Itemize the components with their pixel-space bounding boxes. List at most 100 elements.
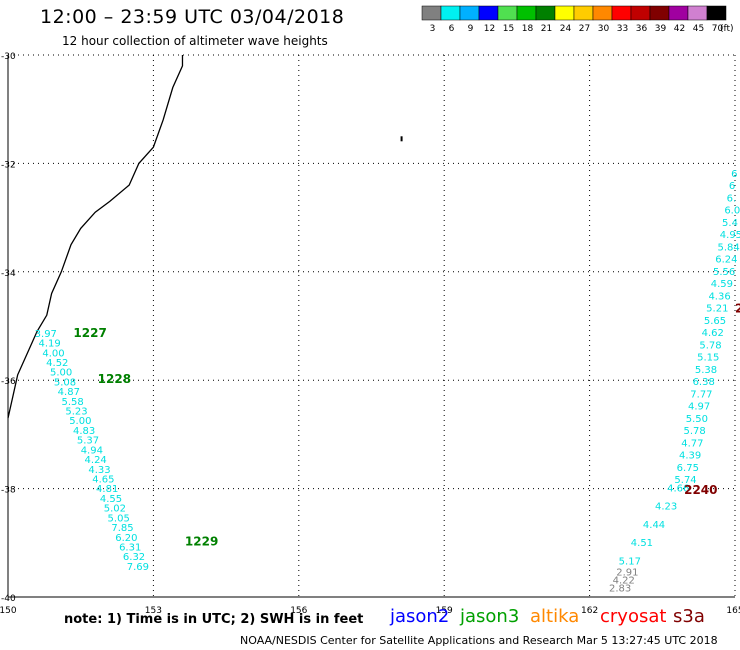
wave-height-value: 4.87	[58, 387, 80, 398]
lon-tick-label: 162	[581, 606, 598, 616]
coastline	[7, 55, 403, 419]
colorbar-swatch	[497, 5, 518, 21]
colorbar-tick-label: 15	[503, 24, 514, 34]
colorbar-swatch	[459, 5, 480, 21]
lat-tick-label: -40	[1, 594, 16, 604]
pass-time-label: 1229	[185, 535, 218, 549]
island-mark	[400, 136, 403, 142]
satellite-altika-label: altika	[530, 606, 580, 627]
wave-height-value: 4.55	[100, 494, 122, 505]
colorbar-tick-label: 33	[617, 24, 628, 34]
wave-height-value: 5.08	[54, 377, 76, 388]
wave-height-value: 6.20	[115, 533, 137, 544]
wave-height-value: 5.4	[722, 218, 738, 229]
map-title: 12:00 – 23:59 UTC 03/04/2018	[40, 6, 345, 28]
colorbar-tick-label: 45	[693, 24, 704, 34]
wave-height-value: 4.94	[81, 445, 103, 456]
colorbar-tick-label: 24	[560, 24, 572, 34]
wave-height-value: 4.39	[679, 451, 701, 462]
wave-height-value: 6.	[727, 193, 737, 204]
wave-height-value: 4.52	[46, 358, 68, 369]
wave-height-value: 4.83	[73, 426, 95, 437]
colorbar-swatch	[573, 5, 594, 21]
wave-height-value: 6.75	[677, 463, 699, 474]
wave-height-value: 4.22	[613, 575, 635, 586]
colorbar-swatch	[516, 5, 537, 21]
lon-tick-label: 156	[290, 606, 307, 616]
axis-tick-labels: -30 -32 -34 -36 -38 -40 150 153 156 159 162 165	[0, 52, 740, 616]
colorbar-tick-label: 12	[484, 24, 495, 34]
wave-height-value: 5.65	[704, 316, 726, 327]
wave-height-value: 5.17	[619, 556, 641, 567]
wave-height-value: 4.59	[711, 279, 733, 290]
wave-height-value: 6.31	[119, 542, 141, 553]
colorbar-swatch	[535, 5, 556, 21]
wave-height-value: 6.32	[123, 552, 145, 563]
wave-height-value: 6.38	[693, 377, 715, 388]
wave-height-value: 4.65	[92, 475, 114, 486]
wave-height-value: 4.33	[88, 465, 110, 476]
colorbar-swatch	[440, 5, 461, 21]
wave-height-value: 4.97	[688, 402, 710, 413]
colorbar-tick-label: 9	[468, 24, 474, 34]
lat-tick-label: -36	[1, 377, 16, 387]
wave-height-value: 5.78	[683, 426, 705, 437]
colorbar-swatch	[421, 5, 442, 21]
colorbar-tick-label: 21	[541, 24, 552, 34]
wave-height-value: 7.69	[127, 562, 149, 573]
coastline-path	[7, 55, 184, 419]
lon-tick-label: 150	[0, 606, 17, 616]
colorbar-tick-label: 70	[712, 24, 724, 34]
colorbar-swatch	[706, 5, 727, 21]
wave-height-value: 6	[729, 181, 735, 192]
satellite-jason2-label: jason2	[390, 606, 450, 627]
wave-height-colorbar: 3 6 9 12 15 18 21 24 27 30 33 36 39 42 45 70(ft)	[421, 5, 734, 34]
pass-time-label: 2	[735, 301, 740, 315]
wave-height-value: 4.66	[667, 483, 689, 494]
colorbar-tick-label: 6	[449, 24, 455, 34]
wave-height-value: 5.05	[108, 513, 130, 524]
lon-tick-label: 153	[145, 606, 162, 616]
wave-height-value: 2.83	[609, 584, 631, 595]
wave-height-value: 5.00	[69, 416, 91, 427]
wave-height-value: 4.77	[681, 438, 703, 449]
wave-height-value: 4.95	[720, 230, 740, 241]
pass-time-label: 1227	[73, 326, 106, 340]
pass-time-label: 1228	[98, 372, 131, 386]
lat-tick-label: -30	[1, 52, 16, 62]
lat-tick-label: -38	[1, 486, 16, 496]
wave-height-value: 5.00	[50, 368, 72, 379]
credit-line: NOAA/NESDIS Center for Satellite Applica…	[240, 634, 718, 647]
wave-height-value: 6	[731, 169, 737, 180]
wave-height-value: 4.81	[96, 484, 118, 495]
wave-height-value: 5.84	[718, 242, 740, 253]
map-subtitle: 12 hour collection of altimeter wave hei…	[62, 34, 328, 48]
colorbar-swatch	[592, 5, 613, 21]
wave-height-value: 4.44	[643, 520, 665, 531]
wave-height-value: 4.51	[631, 538, 653, 549]
colorbar-tick-label: 27	[579, 24, 590, 34]
wave-height-value: 5.58	[62, 397, 84, 408]
colorbar-swatch	[687, 5, 708, 21]
lat-tick-label: -32	[1, 160, 16, 170]
wave-height-value: 4.19	[38, 339, 60, 350]
colorbar-tick-label: 3	[430, 24, 436, 34]
wave-height-value: 6.0	[724, 206, 740, 217]
colorbar-unit-label: (ft)	[720, 24, 734, 34]
wave-height-value: 4.00	[42, 348, 64, 359]
wave-height-value: 3.97	[35, 329, 57, 340]
colorbar-tick-label: 18	[522, 24, 534, 34]
wave-height-value: 5.50	[686, 414, 708, 425]
wave-height-value: 6.24	[715, 255, 737, 266]
colorbar-tick-label: 30	[598, 24, 610, 34]
satellite-s3a-label: s3a	[673, 606, 705, 627]
pass-time-labels: 1227 1228 1229 2240 2	[73, 301, 740, 548]
colorbar-swatch	[668, 5, 689, 21]
colorbar-tick-label: 42	[674, 24, 685, 34]
lon-tick-label: 159	[436, 606, 453, 616]
wave-height-value: 5.23	[65, 407, 87, 418]
colorbar-swatch	[630, 5, 651, 21]
wave-height-value: 7.77	[690, 389, 712, 400]
wave-height-value: 4.23	[655, 502, 677, 513]
satellite-jason3-label: jason3	[460, 606, 520, 627]
